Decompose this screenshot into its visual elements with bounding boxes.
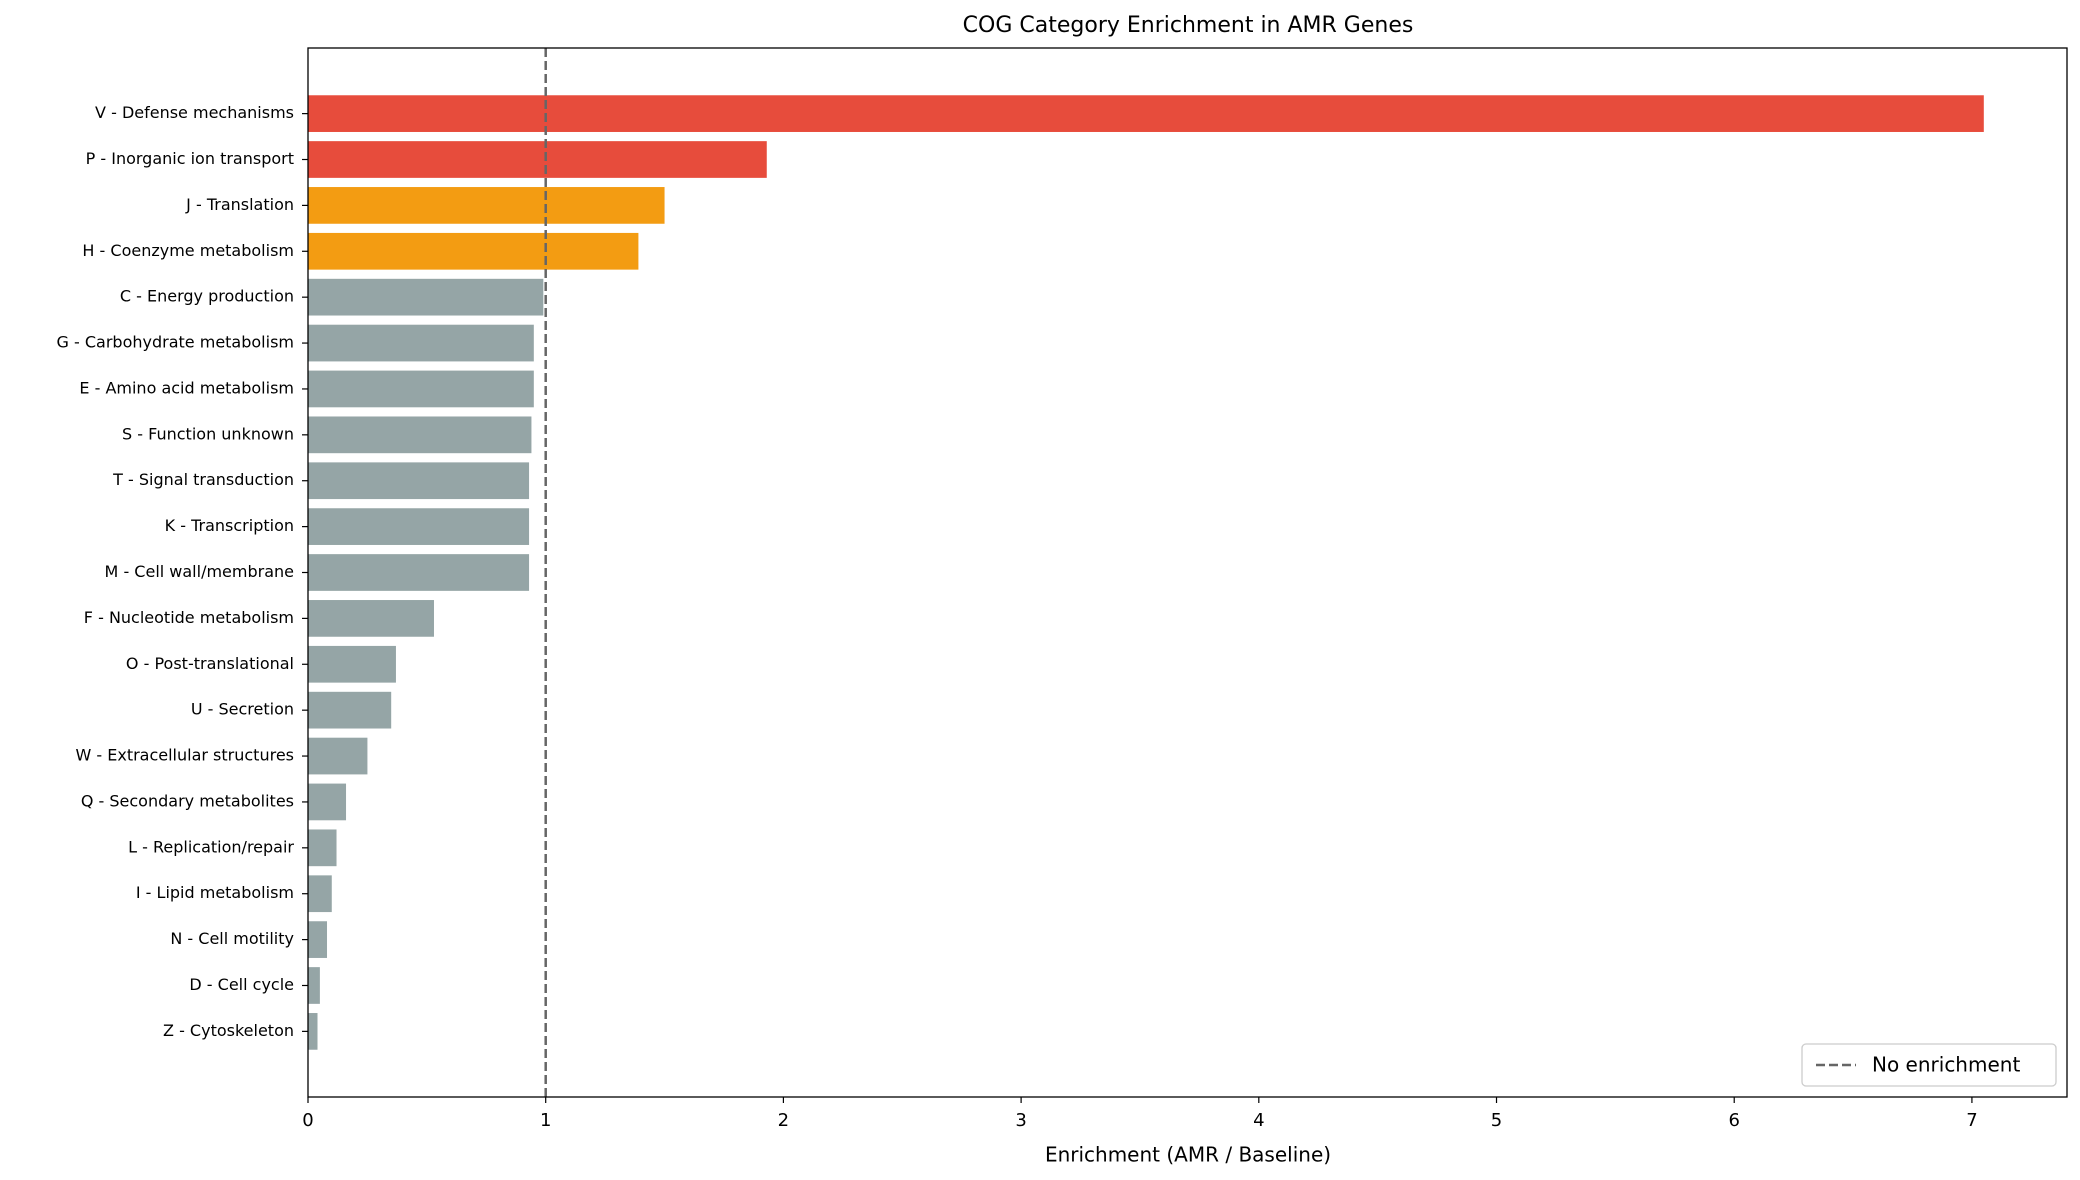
bar [308, 829, 337, 867]
y-tick-label: F - Nucleotide metabolism [84, 608, 294, 627]
x-tick-label: 5 [1491, 1110, 1502, 1131]
bar [308, 370, 534, 408]
bar [308, 737, 368, 775]
bar [308, 600, 434, 637]
x-tick-label: 7 [1966, 1110, 1977, 1131]
bar [308, 783, 347, 821]
y-tick-label: Z - Cytoskeleton [163, 1021, 294, 1040]
x-tick-label: 2 [778, 1110, 789, 1131]
x-tick-label: 1 [540, 1110, 551, 1131]
bar [308, 645, 396, 683]
y-tick-label: E - Amino acid metabolism [79, 378, 294, 397]
chart-title: COG Category Enrichment in AMR Genes [963, 13, 1414, 38]
bar [308, 691, 392, 729]
legend-label: No enrichment [1872, 1053, 2020, 1077]
y-tick-label: N - Cell motility [170, 929, 294, 948]
y-tick-label: O - Post-translational [126, 654, 294, 673]
y-tick-label: M - Cell wall/membrane [105, 562, 294, 581]
y-tick-label: J - Translation [185, 195, 294, 214]
bar [308, 554, 530, 591]
y-tick-label: Q - Secondary metabolites [81, 791, 294, 810]
x-tick-label: 6 [1728, 1110, 1739, 1131]
y-tick-label: H - Coenzyme metabolism [82, 241, 294, 260]
y-tick-label: C - Energy production [120, 287, 294, 306]
bar [308, 232, 639, 270]
bar [308, 875, 332, 913]
bar [308, 416, 532, 454]
bar [308, 95, 1984, 132]
y-tick-label: U - Secretion [191, 700, 294, 719]
y-tick-label: L - Replication/repair [128, 837, 294, 856]
bar [308, 921, 328, 958]
y-tick-label: P - Inorganic ion transport [86, 149, 294, 168]
y-tick-label: T - Signal transduction [112, 470, 294, 489]
bar [308, 1013, 318, 1050]
plot-frame [307, 47, 2068, 1098]
legend-box [1801, 1043, 2057, 1087]
y-tick-label: D - Cell cycle [189, 975, 294, 994]
y-tick-label: K - Transcription [165, 516, 294, 535]
bar [308, 508, 530, 545]
y-tick-label: S - Function unknown [122, 424, 294, 443]
bar [308, 324, 534, 362]
bar [308, 967, 320, 1004]
bar [308, 278, 544, 316]
bar [308, 462, 530, 500]
y-tick-label: I - Lipid metabolism [136, 883, 294, 902]
x-tick-label: 0 [302, 1110, 313, 1131]
y-tick-label: W - Extracellular structures [75, 746, 294, 765]
bar [308, 141, 767, 178]
y-tick-label: G - Carbohydrate metabolism [57, 333, 294, 352]
x-tick-label: 4 [1253, 1110, 1264, 1131]
bar [308, 187, 665, 224]
x-tick-label: 3 [1015, 1110, 1026, 1131]
y-tick-label: V - Defense mechanisms [95, 103, 294, 122]
x-axis-label: Enrichment (AMR / Baseline) [1045, 1143, 1331, 1167]
